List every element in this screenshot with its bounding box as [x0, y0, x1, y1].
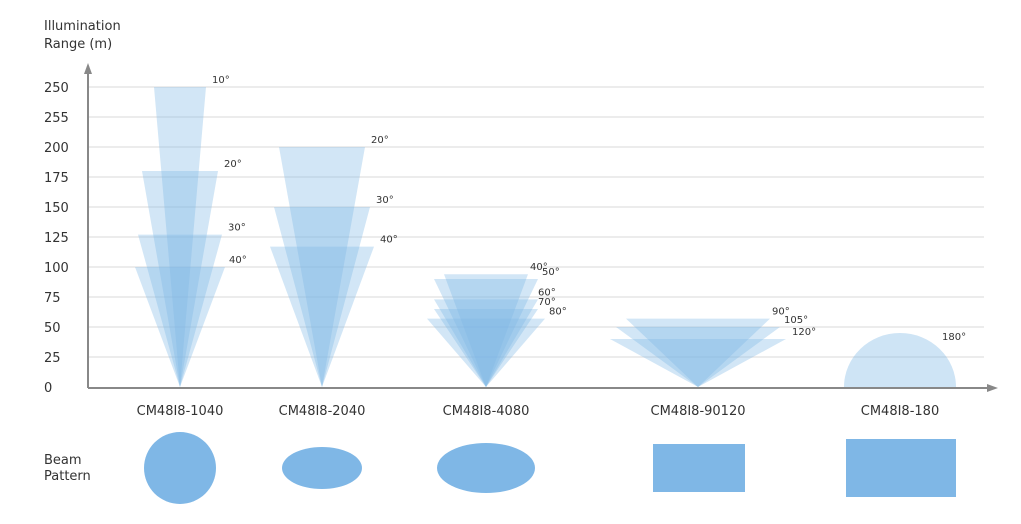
- beam-angle-label: 40°: [380, 235, 398, 246]
- product-label: CM48I8-2040: [279, 404, 366, 419]
- beam-cone: [434, 299, 538, 387]
- beam-cone: [135, 267, 225, 387]
- beam-cone: [138, 234, 222, 387]
- beam-angle-label: 60°: [538, 287, 556, 298]
- beam-cone: [434, 309, 538, 387]
- beam-angle-label: 40°: [530, 262, 548, 273]
- y-tick-label: 200: [44, 141, 69, 156]
- product-label: CM48I8-180: [861, 404, 939, 419]
- beam-angle-label: 80°: [549, 307, 567, 318]
- beam-pattern-rectangle: [653, 444, 745, 492]
- beam-angle-label: 120°: [792, 327, 816, 338]
- y-tick-label: 125: [44, 231, 69, 246]
- y-tick-label: 255: [44, 111, 69, 126]
- y-tick-label: 150: [44, 201, 69, 216]
- beam-cone: [154, 87, 206, 387]
- beam-cone: [279, 147, 365, 387]
- product-label: CM48I8-4080: [443, 404, 530, 419]
- beam-angle-label: 90°: [772, 307, 790, 318]
- beam-angle-label: 70°: [538, 297, 556, 308]
- y-tick-label: 0: [44, 381, 52, 396]
- beam-cone: [142, 171, 218, 387]
- beam-pattern-rectangle: [846, 439, 956, 497]
- beam-cone: [610, 339, 786, 387]
- beam-semicircle: [844, 333, 956, 387]
- beam-angle-label: 180°: [942, 332, 966, 343]
- y-axis-label-line2: Range (m): [44, 37, 112, 52]
- y-tick-label: 100: [44, 261, 69, 276]
- beam-pattern-label-line2: Pattern: [44, 469, 91, 484]
- beam-pattern-circle: [144, 432, 216, 504]
- y-tick-label: 75: [44, 291, 61, 306]
- beam-angle-label: 20°: [371, 135, 389, 146]
- beam-angle-label: 10°: [212, 75, 230, 86]
- beam-cone: [626, 318, 770, 387]
- beam-angle-label: 40°: [229, 255, 247, 266]
- beam-pattern-label-line1: Beam: [44, 453, 82, 468]
- product-label: CM48I8-90120: [651, 404, 746, 419]
- y-tick-label: 250: [44, 81, 69, 96]
- x-axis-arrow-icon: [987, 384, 998, 392]
- beam-angle-label: 30°: [376, 195, 394, 206]
- y-axis-label-line1: Illumination: [44, 19, 121, 34]
- beam-angle-label: 50°: [542, 267, 560, 278]
- beam-cone: [444, 274, 528, 387]
- beam-cone: [434, 279, 538, 387]
- beam-cone: [427, 318, 545, 387]
- beam-angle-label: 30°: [228, 223, 246, 234]
- beam-cone: [270, 246, 374, 387]
- beam-cone: [274, 207, 370, 387]
- y-tick-label: 25: [44, 351, 61, 366]
- beam-angle-label: 20°: [224, 159, 242, 170]
- beam-cone: [616, 327, 780, 387]
- beam-pattern-ellipse: [282, 447, 362, 489]
- beam-pattern-ellipse: [437, 443, 535, 493]
- y-tick-label: 175: [44, 171, 69, 186]
- product-label: CM48I8-1040: [137, 404, 224, 419]
- beam-angle-label: 105°: [784, 315, 808, 326]
- y-axis-arrow-icon: [84, 63, 92, 74]
- y-tick-label: 50: [44, 321, 61, 336]
